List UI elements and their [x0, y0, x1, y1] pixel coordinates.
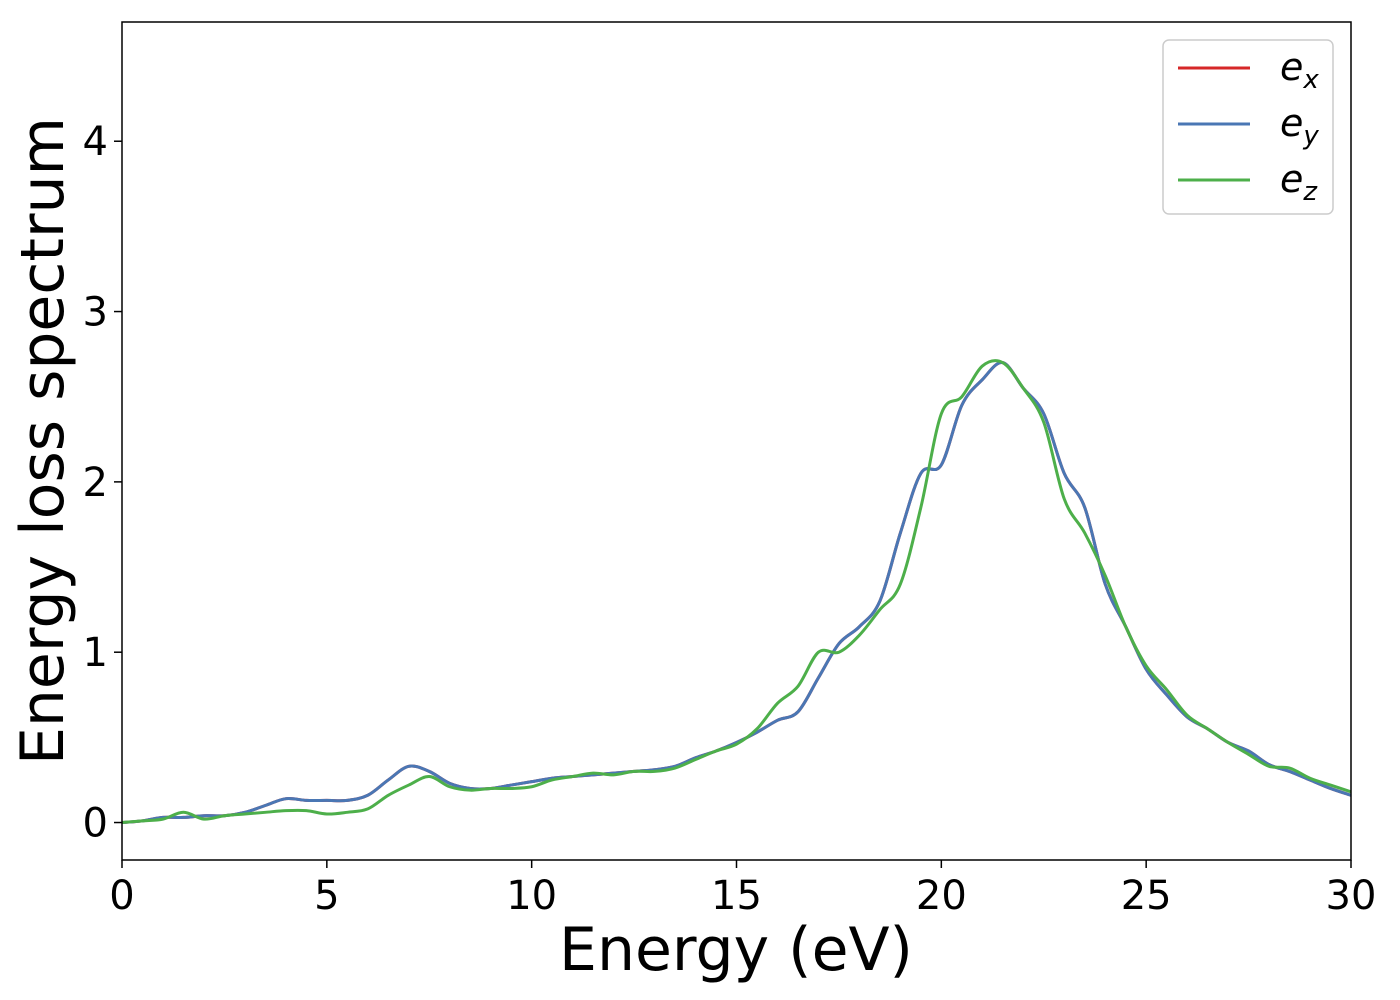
y-tick-label: 0 — [83, 801, 108, 847]
y-tick-label: 3 — [83, 290, 108, 336]
y-axis-title: Energy loss spectrum — [8, 117, 78, 765]
y-axis: 0 1 2 3 4 — [83, 119, 122, 847]
legend-items: ex ey ez — [1178, 45, 1319, 207]
series-line-e_x — [122, 361, 1351, 825]
x-tick-label: 0 — [109, 873, 134, 919]
x-axis: 0 5 10 15 20 25 30 — [109, 860, 1376, 919]
x-tick-label: 20 — [916, 873, 967, 919]
x-tick-label: 5 — [314, 873, 339, 919]
legend-box — [1162, 39, 1334, 215]
legend-label-e_y: ey — [1280, 101, 1319, 151]
series-line-e_z — [122, 359, 1351, 825]
y-tick-label: 2 — [83, 460, 108, 506]
series-layer — [122, 359, 1351, 825]
series-line-e_y — [122, 361, 1351, 825]
x-tick-label: 15 — [711, 873, 762, 919]
x-tick-label: 10 — [506, 873, 557, 919]
x-axis-title: Energy (eV) — [559, 915, 913, 985]
y-tick-label: 4 — [83, 119, 108, 165]
x-tick-label: 30 — [1326, 873, 1377, 919]
legend: ex ey ez — [1162, 39, 1334, 215]
legend-label-e_z: ez — [1280, 157, 1318, 207]
x-tick-label: 25 — [1121, 873, 1172, 919]
legend-label-e_x: ex — [1280, 45, 1319, 95]
y-tick-label: 1 — [83, 630, 108, 676]
